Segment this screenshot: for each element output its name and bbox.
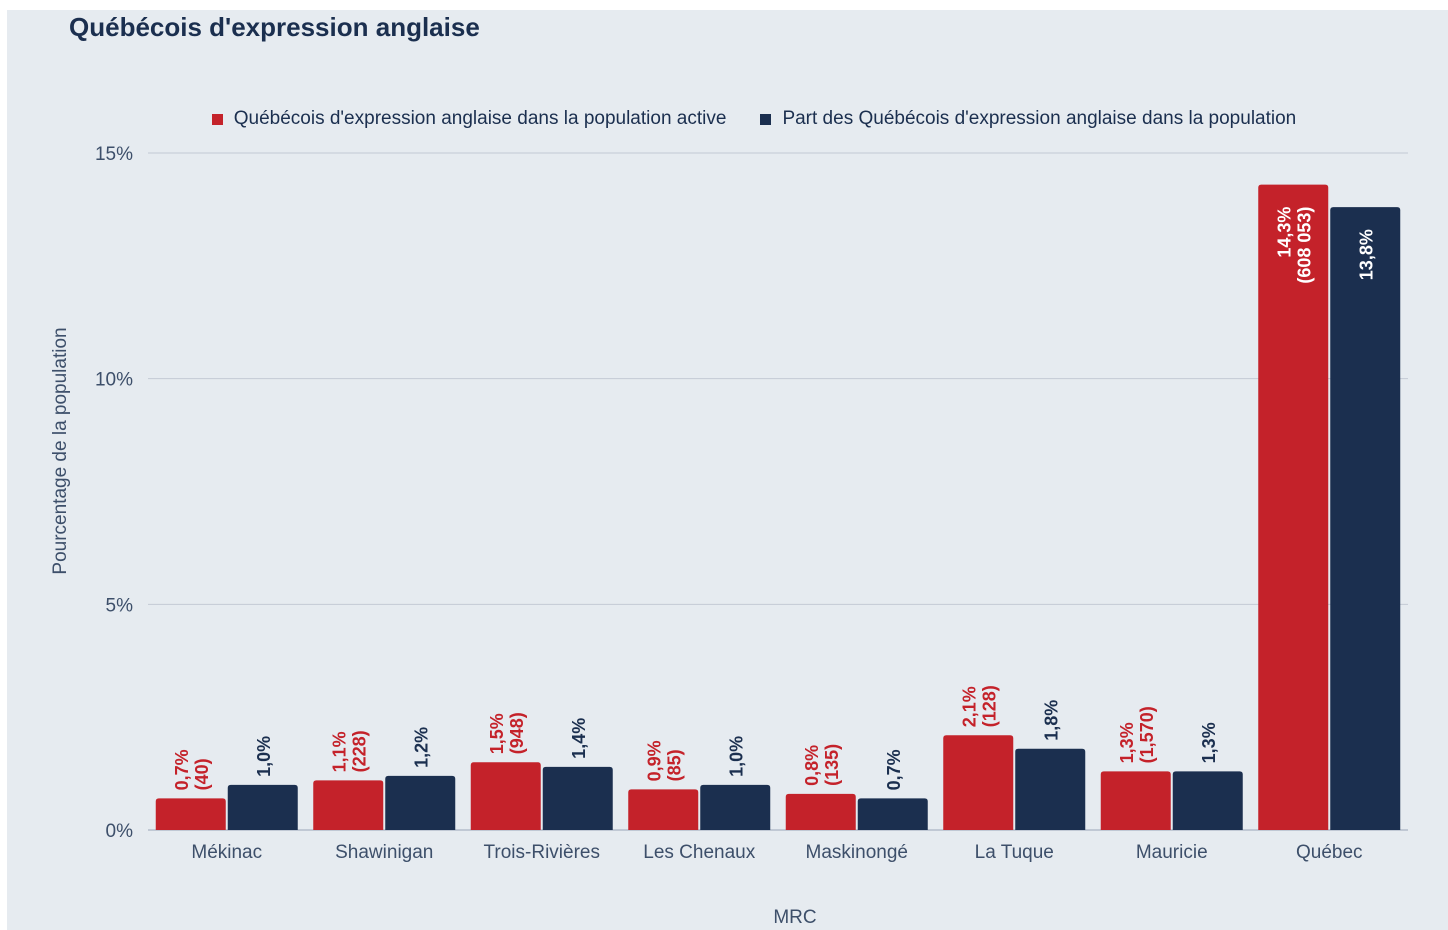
data-label: 1,0% [254,736,274,777]
legend-item-population-active[interactable]: Québécois d'expression anglaise dans la … [211,108,727,130]
bar-population-active[interactable] [470,762,541,830]
data-label: 1,8% [1041,700,1061,741]
data-label: 1,5% [487,713,507,754]
x-tick-label: La Tuque [975,842,1054,863]
bar-population-active[interactable] [155,798,226,830]
bar-population[interactable] [1015,748,1086,830]
bars-layer [155,184,1401,831]
data-label: 0,8% [802,745,822,786]
y-tick-label: 10% [95,370,133,391]
data-label: 1,1% [329,731,349,772]
y-tick-label: 0% [106,821,134,842]
data-sublabel: (1,570) [1137,706,1157,763]
y-tick-label: 5% [106,595,134,616]
bar-population[interactable] [857,798,928,830]
data-label: 13,8% [1356,229,1376,280]
data-sublabel: (128) [979,685,999,727]
data-label: 14,3% [1274,207,1294,258]
x-tick-label: Maskinongé [806,842,908,863]
bar-population-active[interactable] [628,789,699,830]
data-label: 1,0% [726,736,746,777]
data-label: 1,3% [1117,722,1137,763]
bar-population[interactable] [542,766,613,830]
legend-swatch-population [760,113,772,125]
legend-item-population[interactable]: Part des Québécois d'expression anglaise… [760,108,1296,130]
chart-title: Québécois d'expression anglaise [69,12,480,42]
bar-population[interactable] [1330,207,1401,830]
bar-population-active[interactable] [785,793,856,830]
x-tick-label: Les Chenaux [643,842,755,863]
data-label: 1,2% [411,727,431,768]
data-labels-layer: 0,7% (40) 1,0% 1,1% (228) 1,2% 1,5% (948) 1,4%0,… [172,207,1377,791]
bar-population-active[interactable] [1100,771,1171,830]
bar-population-active[interactable] [313,780,384,830]
data-label: 1,4% [569,718,589,759]
x-tick-label: Mauricie [1136,842,1208,863]
data-sublabel: (228) [349,730,369,772]
bar-population-active[interactable] [1258,184,1329,831]
data-label: 2,1% [959,686,979,727]
bar-population-active[interactable] [943,735,1014,830]
x-axis-label: MRC [773,907,816,928]
data-sublabel: (948) [507,712,527,754]
x-tick-label: Québec [1296,842,1363,863]
legend-swatch-population-active [211,113,223,125]
x-tick-label: Trois-Rivières [484,842,600,863]
legend-label-population: Part des Québécois d'expression anglaise… [782,108,1297,129]
data-label: 0,7% [172,749,192,790]
bar-population[interactable] [227,784,298,830]
x-tick-label: Shawinigan [335,842,433,863]
legend-label-population-active: Québécois d'expression anglaise dans la … [233,108,727,129]
bar-population[interactable] [700,784,771,830]
x-tick-labels-layer: Mékinac Shawinigan Trois-Rivières Les Chena… [191,842,1362,863]
data-label: 0,9% [644,740,664,781]
bar-population[interactable] [385,775,456,830]
bar-population[interactable] [1172,771,1243,830]
data-sublabel: (608 053) [1294,207,1314,284]
data-label: 1,3% [1199,722,1219,763]
y-tick-label: 15% [95,144,133,165]
data-sublabel: (85) [664,749,684,781]
x-tick-label: Mékinac [191,842,262,863]
chart-legend: Québécois d'expression anglaise dans la … [0,108,1448,130]
data-label: 0,7% [884,749,904,790]
data-sublabel: (40) [192,758,212,790]
data-sublabel: (135) [822,744,842,786]
y-axis-label: Pourcentage de la population [50,327,71,574]
